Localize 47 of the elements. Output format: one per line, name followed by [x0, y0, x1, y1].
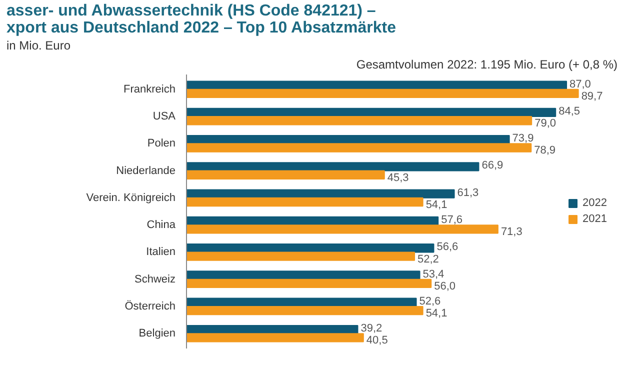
data-label: 54,1 — [426, 199, 448, 212]
text: Gesamtvolumen 2022: 1.195 Mio. Euro (+ 0,8 %) — [356, 58, 618, 72]
chart-title: asser- und Abwassertechnik (HS Code 842121) – xport aus Deutschland 2022 – Top 10 Absatzmärkte — [6, 2, 396, 36]
data-label: 78,9 — [534, 144, 556, 157]
text: in Mio. Euro — [6, 38, 71, 52]
bar — [186, 143, 532, 152]
data-label: 52,6 — [419, 295, 441, 308]
y-tick-label: Österreich — [124, 299, 176, 312]
y-tick-label: USA — [152, 110, 176, 123]
bar — [186, 252, 416, 261]
data-label: 40,5 — [366, 334, 388, 347]
data-label: 54,1 — [426, 308, 448, 320]
data-label: 71,3 — [500, 226, 522, 238]
data-label: 73,9 — [512, 132, 534, 145]
data-label: 56,6 — [436, 241, 458, 254]
data-label: 87,0 — [570, 78, 591, 90]
data-label: 57,6 — [441, 214, 463, 226]
y-tick-label: China — [146, 219, 176, 232]
bar — [186, 162, 480, 172]
data-label: 45,3 — [387, 172, 409, 184]
bar — [186, 270, 420, 280]
bar — [186, 278, 432, 288]
bar — [186, 88, 579, 98]
y-tick-label: Italien — [146, 246, 176, 258]
bar — [186, 224, 498, 234]
y-tick-label: Niederlande — [116, 164, 176, 177]
data-label: 56,0 — [434, 280, 456, 292]
data-label: 66,9 — [482, 160, 504, 172]
data-label: 84,5 — [558, 105, 580, 118]
data-label: 39,2 — [360, 322, 382, 335]
legend-label: 2022 — [582, 197, 607, 209]
bar — [186, 333, 364, 342]
bar — [186, 197, 424, 207]
data-label: 89,7 — [581, 90, 603, 102]
bar — [186, 306, 424, 316]
bar — [186, 170, 385, 180]
data-label: 53,4 — [422, 268, 444, 280]
data-label: 52,2 — [418, 253, 439, 266]
y-tick-label: Polen — [147, 138, 176, 150]
y-tick-label: Verein. Königreich — [86, 192, 176, 204]
y-tick-label: Frankreich — [124, 83, 176, 96]
data-label: 79,0 — [534, 118, 556, 130]
legend-label: 2021 — [582, 213, 607, 225]
y-tick-label: Belgien — [138, 328, 176, 340]
data-label: 61,3 — [457, 186, 479, 199]
y-tick-label: Schweiz — [134, 273, 176, 286]
bar — [186, 116, 532, 126]
